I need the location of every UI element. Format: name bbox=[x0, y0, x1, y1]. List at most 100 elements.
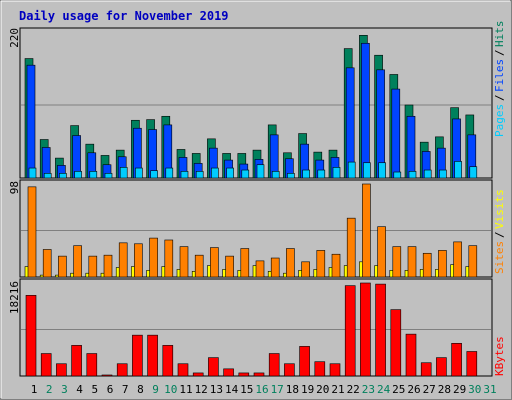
x-tick-label: 24 bbox=[377, 383, 391, 396]
sites-bar bbox=[468, 245, 478, 278]
x-tick-label: 4 bbox=[76, 383, 83, 396]
files-bar bbox=[376, 69, 385, 179]
sites-panel: 98 Sites / Visits bbox=[8, 179, 506, 278]
pages-bar bbox=[43, 173, 52, 179]
hits-panel: 220 Pages/Files/Hits bbox=[8, 21, 506, 179]
x-tick-label: 30 bbox=[468, 383, 481, 396]
sites-legend: Sites / Visits bbox=[493, 189, 506, 274]
kbytes-bar bbox=[56, 363, 67, 377]
sites-bar bbox=[422, 252, 432, 278]
pages-bar bbox=[59, 173, 67, 179]
kbytes-bar bbox=[268, 353, 280, 377]
legend-pages: Pages bbox=[493, 104, 506, 137]
kbytes-bar bbox=[40, 353, 52, 377]
pages-bar bbox=[317, 169, 326, 179]
sites-bar bbox=[331, 253, 341, 278]
sites-bar bbox=[210, 247, 219, 278]
kbytes-bar bbox=[284, 363, 295, 377]
x-tick-label: 19 bbox=[301, 383, 314, 396]
kbytes-bar bbox=[162, 345, 174, 377]
x-tick-label: 12 bbox=[195, 383, 208, 396]
x-tick-label: 23 bbox=[362, 383, 375, 396]
kbytes-bar bbox=[405, 333, 417, 377]
x-tick-label: 16 bbox=[255, 383, 268, 396]
files-bar bbox=[361, 42, 370, 179]
sites-bar bbox=[88, 255, 98, 278]
pages-bar bbox=[150, 170, 158, 179]
pages-bar bbox=[469, 166, 478, 179]
kbytes-bar bbox=[466, 351, 478, 377]
pages-bar bbox=[165, 167, 174, 179]
x-tick-label: 1 bbox=[31, 383, 38, 396]
sites-bar bbox=[179, 246, 189, 278]
sites-bar bbox=[225, 255, 234, 278]
pages-bar bbox=[393, 171, 402, 179]
kbytes-panel: 18216 KBytes bbox=[8, 278, 506, 377]
kbytes-bar bbox=[344, 285, 356, 377]
kbytes-bar bbox=[451, 343, 462, 377]
sites-bar bbox=[27, 186, 37, 278]
kbytes-bar bbox=[223, 368, 234, 377]
kbytes-bar bbox=[238, 372, 250, 377]
kbytes-bars bbox=[25, 282, 478, 377]
x-tick-label: 13 bbox=[210, 383, 223, 396]
pages-bar bbox=[439, 169, 447, 179]
pages-bar bbox=[256, 164, 265, 179]
kbytes-ymax-label: 18216 bbox=[8, 281, 21, 314]
kbytes-bar bbox=[420, 362, 432, 377]
sites-bar bbox=[149, 237, 158, 278]
x-tick-label: 7 bbox=[122, 383, 129, 396]
pages-bar bbox=[135, 167, 143, 179]
legend-visits: Visits bbox=[493, 189, 506, 229]
sites-bar bbox=[316, 250, 326, 278]
pages-bar bbox=[211, 167, 219, 179]
pages-bar bbox=[287, 173, 295, 179]
sites-bar bbox=[103, 254, 113, 278]
kbytes-bar bbox=[436, 357, 447, 377]
kbytes-bar bbox=[314, 361, 326, 377]
legend-files: Files bbox=[493, 59, 506, 92]
kbytes-bar bbox=[147, 334, 158, 377]
kbytes-bar bbox=[360, 282, 371, 377]
pages-bar bbox=[363, 162, 371, 179]
kbytes-bar bbox=[86, 353, 98, 377]
sites-bar bbox=[118, 242, 128, 278]
x-tick-label: 11 bbox=[179, 383, 192, 396]
pages-bar bbox=[302, 169, 310, 179]
kbytes-bar bbox=[390, 309, 402, 377]
x-tick-label: 22 bbox=[347, 383, 360, 396]
x-tick-label: 27 bbox=[423, 383, 436, 396]
x-tick-label: 25 bbox=[392, 383, 405, 396]
legend-sites: Sites bbox=[493, 241, 506, 274]
kbytes-bar bbox=[299, 346, 310, 377]
sites-bar bbox=[270, 257, 280, 278]
pages-bar bbox=[332, 167, 341, 179]
x-tick-label: 5 bbox=[91, 383, 98, 396]
legend-hits: Hits bbox=[493, 21, 506, 48]
kbytes-bar bbox=[375, 283, 386, 377]
sites-ymax-label: 98 bbox=[8, 181, 21, 194]
kbytes-bar bbox=[116, 363, 128, 377]
kbytes-bar bbox=[101, 374, 113, 377]
sites-bar bbox=[194, 254, 204, 278]
pages-bar bbox=[454, 161, 462, 179]
kbytes-bar bbox=[132, 334, 143, 377]
pages-bar bbox=[271, 171, 280, 179]
pages-bar bbox=[378, 162, 386, 179]
sites-bar bbox=[255, 260, 265, 278]
sites-bar bbox=[362, 183, 371, 278]
hits-ymax-label: 220 bbox=[8, 28, 21, 48]
x-tick-label: 9 bbox=[152, 383, 159, 396]
kbytes-bar bbox=[329, 363, 341, 377]
pages-bar bbox=[226, 167, 234, 179]
x-tick-label: 14 bbox=[225, 383, 239, 396]
pages-bar bbox=[28, 167, 37, 179]
sites-bar bbox=[346, 217, 356, 278]
x-tick-label: 20 bbox=[316, 383, 329, 396]
sites-bar bbox=[58, 255, 67, 278]
sites-bar bbox=[453, 241, 462, 278]
legend-separator: / bbox=[493, 231, 506, 238]
kbytes-bar bbox=[71, 345, 82, 377]
x-tick-label: 29 bbox=[453, 383, 466, 396]
pages-bar bbox=[74, 171, 82, 179]
